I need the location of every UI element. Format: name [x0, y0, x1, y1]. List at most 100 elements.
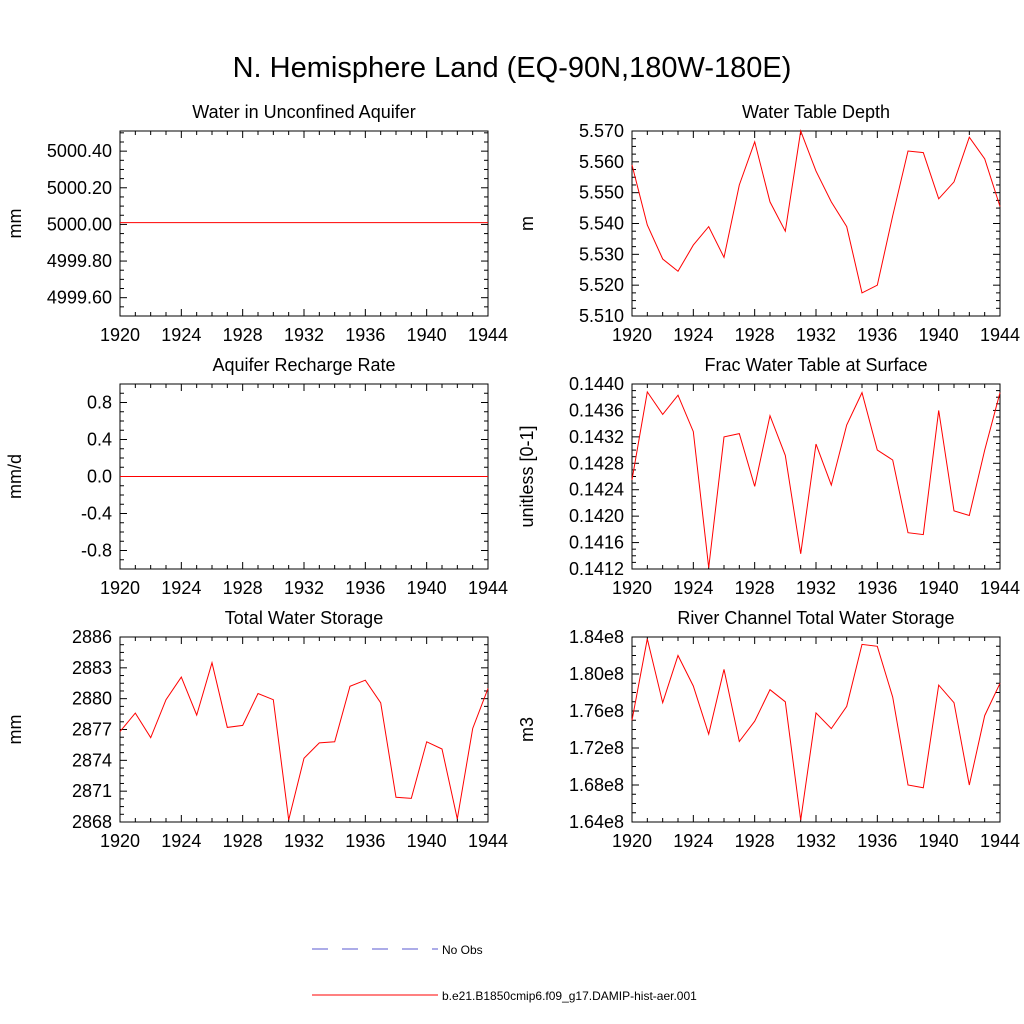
x-tick-label: 1936 — [345, 831, 385, 851]
y-tick-label: 5.540 — [579, 214, 624, 234]
y-tick-label: 5000.20 — [47, 178, 112, 198]
y-tick-label: -0.8 — [81, 541, 112, 561]
x-tick-label: 1936 — [857, 578, 897, 598]
x-tick-label: 1924 — [161, 578, 201, 598]
x-tick-label: 1944 — [980, 831, 1020, 851]
x-tick-label: 1944 — [980, 325, 1020, 345]
x-tick-label: 1944 — [468, 578, 508, 598]
chart-title: Total Water Storage — [225, 608, 383, 628]
x-tick-label: 1940 — [407, 325, 447, 345]
y-tick-label: 0.8 — [87, 393, 112, 413]
chart-title: Water in Unconfined Aquifer — [192, 102, 415, 122]
y-axis-label: m — [517, 216, 537, 231]
y-tick-label: 1.84e8 — [569, 627, 624, 647]
y-axis-label: m3 — [517, 717, 537, 742]
x-tick-label: 1924 — [161, 831, 201, 851]
x-tick-label: 1924 — [673, 325, 713, 345]
legend-model-label: b.e21.B1850cmip6.f09_g17.DAMIP-hist-aer.… — [442, 989, 697, 1003]
chart-panel-5: Total Water Storage mm 1920 1924 1928 1932 193… — [5, 608, 508, 851]
chart-title: Water Table Depth — [742, 102, 890, 122]
plot-frame — [631, 383, 1001, 570]
x-tick-label: 1940 — [919, 578, 959, 598]
y-tick-label: 5.530 — [579, 244, 624, 264]
x-tick-label: 1932 — [284, 578, 324, 598]
y-tick-label: 0.1432 — [569, 427, 624, 447]
y-tick-label: 0.1428 — [569, 453, 624, 473]
x-tick-label: 1936 — [345, 325, 385, 345]
x-tick-label: 1932 — [796, 831, 836, 851]
chart-title: River Channel Total Water Storage — [677, 608, 954, 628]
x-tick-label: 1928 — [735, 325, 775, 345]
x-tick-label: 1924 — [161, 325, 201, 345]
series-line — [631, 638, 1001, 821]
x-tick-label: 1928 — [223, 831, 263, 851]
y-tick-label: 2871 — [72, 781, 112, 801]
chart-title: Aquifer Recharge Rate — [212, 355, 395, 375]
y-tick-label: 0.4 — [87, 430, 112, 450]
legend-obs-label: No Obs — [442, 943, 483, 957]
y-tick-label: 0.0 — [87, 467, 112, 487]
x-tick-label: 1936 — [345, 578, 385, 598]
y-tick-label: 2883 — [72, 658, 112, 678]
x-tick-label: 1920 — [612, 325, 652, 345]
chart-panel-4: Frac Water Table at Surface unitless [0-1… — [517, 355, 1020, 598]
x-tick-label: 1940 — [407, 578, 447, 598]
x-tick-label: 1924 — [673, 831, 713, 851]
y-tick-label: 2868 — [72, 812, 112, 832]
y-tick-label: 5.560 — [579, 152, 624, 172]
y-axis-label: mm/d — [5, 454, 25, 499]
series-line — [631, 129, 1001, 294]
y-tick-label: 0.1420 — [569, 506, 624, 526]
y-tick-label: 5.510 — [579, 306, 624, 326]
y-tick-label: 1.64e8 — [569, 812, 624, 832]
series-line — [631, 390, 1001, 568]
page-title: N. Hemisphere Land (EQ-90N,180W-180E) — [232, 52, 792, 84]
plot-frame — [119, 130, 489, 317]
y-tick-label: 5.520 — [579, 275, 624, 295]
series-line — [119, 660, 489, 821]
x-tick-label: 1928 — [223, 325, 263, 345]
plot-frame — [119, 636, 489, 823]
y-tick-label: 2877 — [72, 720, 112, 740]
x-tick-label: 1936 — [857, 831, 897, 851]
x-tick-label: 1932 — [284, 325, 324, 345]
chart-panel-3: Aquifer Recharge Rate mm/d 1920 1924 1928 193… — [5, 355, 508, 598]
x-tick-label: 1932 — [796, 325, 836, 345]
y-tick-label: 0.1424 — [569, 480, 624, 500]
x-tick-label: 1920 — [612, 831, 652, 851]
chart-panel-2: Water Table Depth m 1920 1924 1928 1932 1936 19… — [517, 102, 1020, 345]
x-tick-label: 1944 — [980, 578, 1020, 598]
y-tick-label: 5000.00 — [47, 214, 112, 234]
x-tick-label: 1936 — [857, 325, 897, 345]
x-tick-label: 1932 — [796, 578, 836, 598]
y-tick-label: 1.76e8 — [569, 701, 624, 721]
x-tick-label: 1920 — [100, 831, 140, 851]
y-tick-label: 1.72e8 — [569, 738, 624, 758]
y-tick-label: 2874 — [72, 750, 112, 770]
x-tick-label: 1920 — [612, 578, 652, 598]
x-tick-label: 1940 — [919, 325, 959, 345]
y-tick-label: 4999.80 — [47, 251, 112, 271]
y-tick-label: 0.1416 — [569, 533, 624, 553]
y-tick-label: -0.4 — [81, 504, 112, 524]
y-tick-label: 4999.60 — [47, 288, 112, 308]
plot-frame — [631, 130, 1001, 317]
y-tick-label: 5.550 — [579, 183, 624, 203]
legend: No Obs b.e21.B1850cmip6.f09_g17.DAMIP-his… — [312, 943, 697, 1003]
x-tick-label: 1944 — [468, 325, 508, 345]
y-tick-label: 0.1440 — [569, 374, 624, 394]
chart-panel-1: Water in Unconfined Aquifer mm 1920 1924 192… — [5, 102, 508, 345]
y-tick-label: 0.1436 — [569, 400, 624, 420]
y-axis-label: mm — [5, 715, 25, 745]
y-tick-label: 5.570 — [579, 121, 624, 141]
x-tick-label: 1928 — [735, 578, 775, 598]
y-axis-label: mm — [5, 209, 25, 239]
y-tick-label: 1.68e8 — [569, 775, 624, 795]
x-tick-label: 1928 — [735, 831, 775, 851]
y-tick-label: 2886 — [72, 627, 112, 647]
x-tick-label: 1940 — [919, 831, 959, 851]
y-axis-label: unitless [0-1] — [517, 425, 537, 527]
